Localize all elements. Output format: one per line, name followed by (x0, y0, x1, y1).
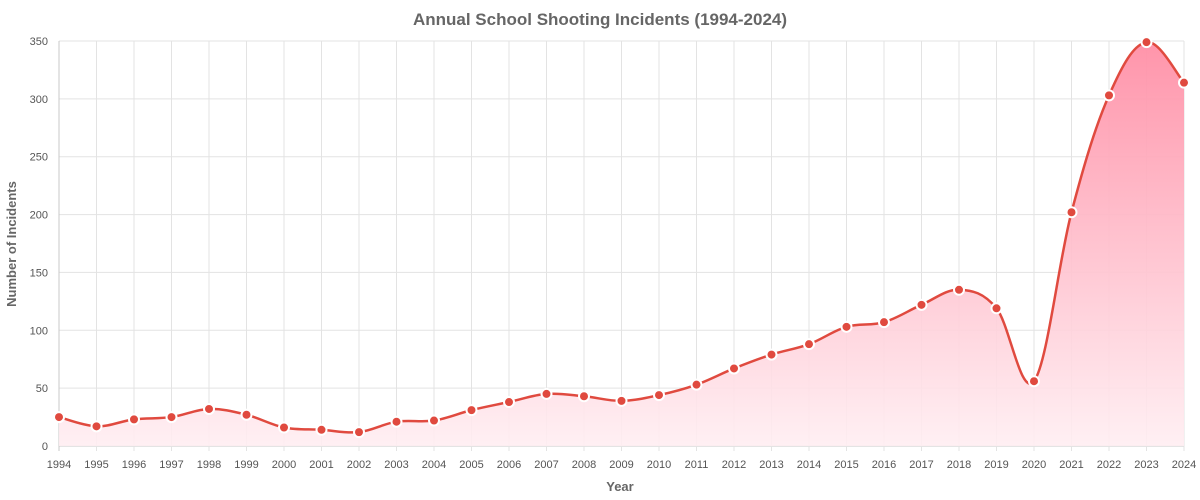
data-point (765, 348, 778, 361)
x-tick-label: 2011 (685, 459, 709, 471)
data-point (878, 316, 890, 329)
data-point (90, 420, 103, 433)
area-fill (59, 42, 1184, 447)
data-point (315, 423, 328, 436)
data-point (1103, 89, 1115, 102)
data-points (53, 36, 1190, 439)
x-tick-label: 2002 (347, 459, 371, 471)
data-point (278, 421, 290, 434)
data-point (1178, 76, 1190, 89)
x-tick-label: 2021 (1059, 459, 1083, 471)
data-point (53, 411, 65, 424)
y-axis-title: Number of Incidents (4, 181, 19, 307)
x-tick-label: 2013 (759, 459, 783, 471)
data-point (1140, 36, 1153, 49)
x-tick-label: 2009 (609, 459, 633, 471)
x-tick-label: 2010 (647, 459, 671, 471)
data-point (128, 413, 140, 426)
x-tick-label: 2014 (797, 459, 821, 471)
data-point (1028, 375, 1040, 388)
y-tick-label: 350 (30, 36, 48, 48)
data-point (990, 302, 1003, 315)
data-point (353, 426, 365, 439)
x-tick-label: 1999 (234, 459, 258, 471)
x-tick-label: 2016 (872, 459, 896, 471)
data-point (728, 362, 740, 375)
y-tick-label: 50 (36, 383, 48, 395)
data-point (1065, 206, 1078, 219)
x-tick-label: 2018 (947, 459, 971, 471)
x-tick-label: 1996 (122, 459, 146, 471)
x-tick-label: 2004 (422, 459, 446, 471)
x-tick-label: 2017 (909, 459, 933, 471)
x-tick-label: 2008 (572, 459, 596, 471)
y-axis-ticks: 0 50 100 150 200 250 300 350 (30, 36, 48, 453)
x-tick-label: 2003 (384, 459, 408, 471)
y-tick-label: 200 (30, 210, 48, 222)
x-tick-label: 2019 (984, 459, 1008, 471)
x-tick-label: 2005 (459, 459, 483, 471)
x-tick-label: 2020 (1022, 459, 1046, 471)
x-tick-label: 2015 (834, 459, 858, 471)
x-tick-label: 2023 (1134, 459, 1158, 471)
data-point (915, 298, 928, 311)
data-point (840, 320, 853, 333)
x-tick-label: 2000 (272, 459, 296, 471)
x-axis-ticks: 1994 1995 1996 1997 1998 1999 2000 2001 2002 2003… (47, 459, 1196, 471)
x-tick-label: 2001 (309, 459, 333, 471)
y-tick-label: 100 (30, 325, 48, 337)
data-point (240, 408, 253, 421)
x-axis-title: Year (606, 479, 633, 494)
x-tick-label: 2012 (722, 459, 746, 471)
chart-title: Annual School Shooting Incidents (1994-2… (413, 10, 787, 29)
y-tick-label: 300 (30, 94, 48, 106)
y-tick-label: 150 (30, 267, 48, 279)
x-tick-label: 1998 (197, 459, 221, 471)
y-tick-label: 250 (30, 152, 48, 164)
data-point (390, 415, 403, 428)
data-point (953, 283, 965, 296)
data-point (690, 378, 703, 391)
x-tick-label: 2006 (497, 459, 521, 471)
data-point (653, 389, 665, 402)
data-point (203, 402, 215, 415)
data-point (465, 404, 478, 417)
data-point (615, 394, 628, 407)
data-point (540, 387, 553, 400)
x-tick-label: 2022 (1097, 459, 1121, 471)
data-point (578, 390, 590, 403)
y-tick-label: 0 (42, 441, 48, 453)
data-point (503, 396, 515, 409)
data-point (428, 414, 440, 427)
x-tick-label: 2007 (534, 459, 558, 471)
x-tick-label: 1994 (47, 459, 71, 471)
data-point (165, 411, 178, 424)
x-tick-label: 1995 (84, 459, 108, 471)
x-tick-label: 1997 (159, 459, 183, 471)
data-point (803, 338, 815, 351)
x-tick-label: 2024 (1172, 459, 1196, 471)
